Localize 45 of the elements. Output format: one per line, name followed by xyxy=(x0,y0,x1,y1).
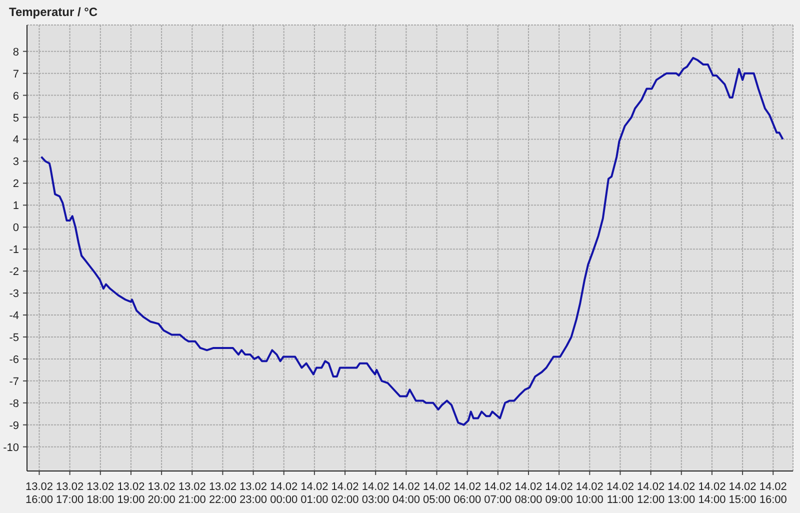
x-tick-label: 13.02 22:00 xyxy=(208,481,236,506)
x-tick-label: 14.02 00:00 xyxy=(270,481,298,506)
x-tick-label: 13.02 18:00 xyxy=(86,481,114,506)
x-tick-label: 14.02 09:00 xyxy=(545,481,573,506)
y-tick-label: 0 xyxy=(12,222,19,234)
x-tick-label: 14.02 06:00 xyxy=(454,481,482,506)
y-tick-label: 2 xyxy=(12,178,19,190)
x-tick-label: 13.02 23:00 xyxy=(240,481,268,506)
y-tick-label: -6 xyxy=(9,354,19,366)
x-tick-label: 14.02 14:00 xyxy=(698,481,726,506)
y-tick-label: 1 xyxy=(12,200,19,212)
x-tick-label: 14.02 16:00 xyxy=(759,481,787,506)
x-tick-label: 14.02 01:00 xyxy=(300,481,328,506)
y-tick-label: 3 xyxy=(12,156,19,168)
x-tick-label: 14.02 10:00 xyxy=(576,481,604,506)
chart-title: Temperatur / °C xyxy=(9,5,98,19)
x-tick-label: 14.02 04:00 xyxy=(392,481,420,506)
x-tick-label: 13.02 16:00 xyxy=(25,481,53,506)
x-tick-label: 13.02 19:00 xyxy=(117,481,145,506)
y-tick-label: -5 xyxy=(9,332,19,344)
x-tick-label: 14.02 12:00 xyxy=(637,481,665,506)
x-tick-label: 13.02 21:00 xyxy=(178,481,206,506)
x-tick-label: 13.02 17:00 xyxy=(56,481,84,506)
x-tick-label: 14.02 13:00 xyxy=(668,481,696,506)
x-tick-label: 14.02 15:00 xyxy=(728,481,756,506)
y-tick-label: -2 xyxy=(9,266,19,278)
y-tick-label: -7 xyxy=(9,376,19,388)
y-tick-label: -8 xyxy=(9,398,19,410)
y-tick-label: -3 xyxy=(9,288,19,300)
x-tick-label: 14.02 03:00 xyxy=(362,481,390,506)
x-tick-label: 14.02 05:00 xyxy=(422,481,451,506)
x-tick-label: 14.02 07:00 xyxy=(484,481,512,506)
y-tick-label: 5 xyxy=(12,112,19,124)
y-tick-label: -4 xyxy=(9,310,19,322)
y-tick-label: 8 xyxy=(12,46,19,58)
y-tick-label: -1 xyxy=(9,244,19,256)
x-tick-label: 14.02 02:00 xyxy=(331,481,359,506)
y-tick-label: 4 xyxy=(12,134,19,146)
y-tick-label: 7 xyxy=(12,68,19,80)
x-tick-label: 13.02 20:00 xyxy=(148,481,176,506)
y-tick-label: -10 xyxy=(3,442,19,454)
y-tick-label: 6 xyxy=(12,90,19,102)
x-tick-label: 14.02 08:00 xyxy=(514,481,542,506)
x-tick-label: 14.02 11:00 xyxy=(606,481,634,506)
y-tick-label: -9 xyxy=(9,420,19,432)
